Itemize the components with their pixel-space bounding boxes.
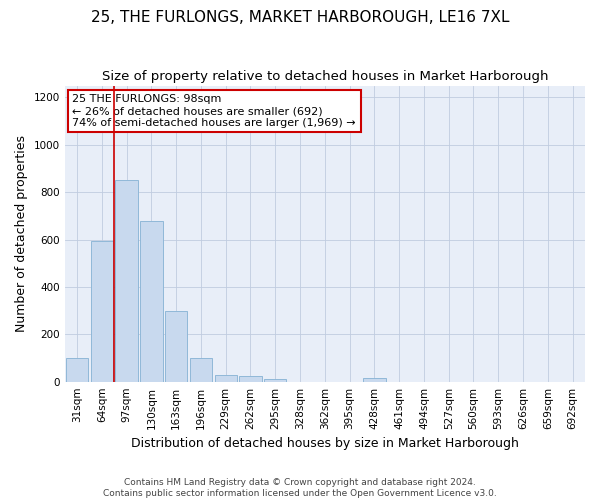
Text: 25 THE FURLONGS: 98sqm
← 26% of detached houses are smaller (692)
74% of semi-de: 25 THE FURLONGS: 98sqm ← 26% of detached…	[73, 94, 356, 128]
Bar	[115, 180, 138, 382]
Bar	[239, 376, 262, 382]
Bar	[363, 378, 386, 382]
Text: 25, THE FURLONGS, MARKET HARBOROUGH, LE16 7XL: 25, THE FURLONGS, MARKET HARBOROUGH, LE1…	[91, 10, 509, 25]
Bar	[215, 374, 237, 382]
Bar	[140, 220, 163, 382]
Bar	[66, 358, 88, 382]
Bar	[91, 240, 113, 382]
Bar	[264, 379, 286, 382]
Bar	[165, 310, 187, 382]
Bar	[190, 358, 212, 382]
Title: Size of property relative to detached houses in Market Harborough: Size of property relative to detached ho…	[101, 70, 548, 83]
X-axis label: Distribution of detached houses by size in Market Harborough: Distribution of detached houses by size …	[131, 437, 519, 450]
Y-axis label: Number of detached properties: Number of detached properties	[15, 135, 28, 332]
Text: Contains HM Land Registry data © Crown copyright and database right 2024.
Contai: Contains HM Land Registry data © Crown c…	[103, 478, 497, 498]
